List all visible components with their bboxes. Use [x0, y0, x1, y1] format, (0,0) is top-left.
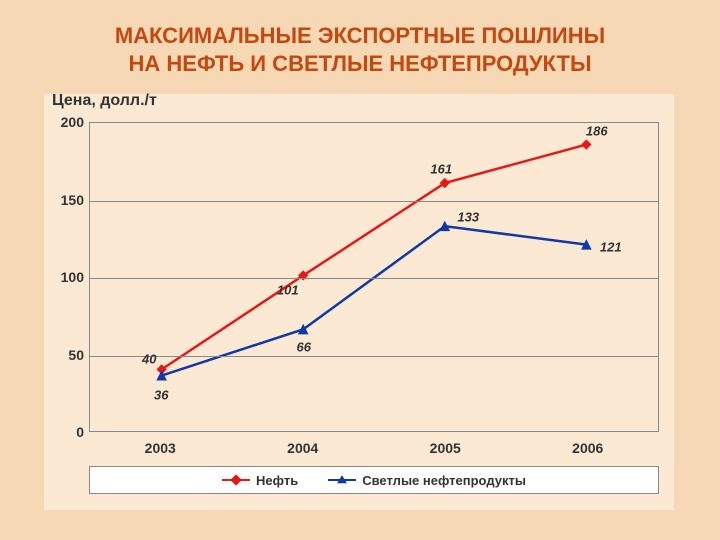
y-tick-label: 150 [44, 192, 84, 208]
data-label: 101 [277, 283, 299, 298]
title-line1: МАКСИМАЛЬНЫЕ ЭКСПОРТНЫЕ ПОШЛИНЫ [115, 23, 605, 48]
legend-swatch [328, 474, 356, 486]
legend-item: Нефть [222, 473, 298, 488]
legend-label: Светлые нефтепродукты [362, 473, 526, 488]
data-label: 161 [430, 162, 452, 177]
y-tick-label: 200 [44, 114, 84, 130]
gridline [90, 278, 658, 279]
legend-swatch [222, 474, 250, 486]
series-marker [582, 140, 591, 149]
diamond-icon [230, 474, 241, 485]
title-line2: НА НЕФТЬ И СВЕТЛЫЕ НЕФТЕПРОДУКТЫ [129, 51, 592, 76]
gridline [90, 201, 658, 202]
data-label: 133 [457, 209, 479, 224]
series-line [162, 145, 587, 370]
triangle-icon [337, 475, 347, 483]
y-axis-label: Цена, долл./т [52, 92, 157, 110]
data-label: 121 [600, 240, 622, 255]
y-tick-label: 0 [44, 424, 84, 440]
data-label: 186 [586, 123, 608, 138]
slide-title: МАКСИМАЛЬНЫЕ ЭКСПОРТНЫЕ ПОШЛИНЫ НА НЕФТЬ… [0, 22, 720, 77]
slide: МАКСИМАЛЬНЫЕ ЭКСПОРТНЫЕ ПОШЛИНЫ НА НЕФТЬ… [0, 0, 720, 540]
y-tick-label: 50 [44, 347, 84, 363]
data-label: 66 [297, 339, 311, 354]
legend: Нефть Светлые нефтепродукты [89, 466, 659, 494]
series-line [162, 226, 587, 375]
data-label: 40 [142, 352, 156, 367]
chart-svg [90, 123, 658, 431]
legend-label: Нефть [256, 473, 298, 488]
plot-area: 40 101 161 186 36 66 133 121 [89, 122, 659, 432]
gridline [90, 356, 658, 357]
legend-item: Светлые нефтепродукты [328, 473, 526, 488]
chart-container: Цена, долл./т 40 101 161 186 36 66 133 121 0 50 1… [44, 94, 674, 510]
data-label: 36 [154, 388, 168, 403]
y-tick-label: 100 [44, 269, 84, 285]
plot: 401011611863666133121 050100150200200320… [44, 122, 674, 472]
